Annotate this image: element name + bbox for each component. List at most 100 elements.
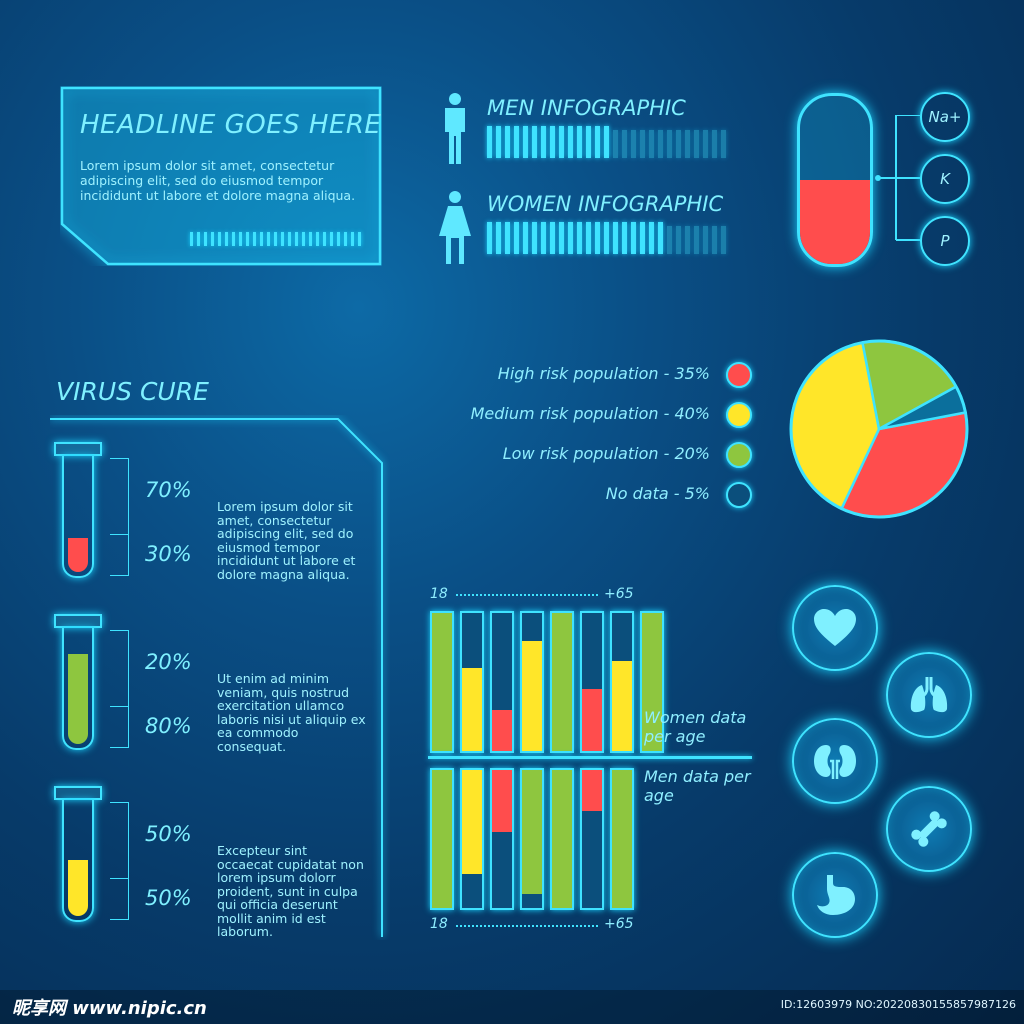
bar-tick (658, 130, 663, 158)
tube-fill (68, 538, 88, 572)
legend-text: No data - 5% (605, 484, 710, 503)
age-bar-value (432, 770, 452, 908)
legend-text: Medium risk population - 40% (470, 404, 710, 423)
tube-bracket-mid (110, 534, 128, 535)
headline-tick (351, 232, 354, 246)
pill (797, 93, 873, 267)
tube-bottom-percent: 50% (145, 886, 192, 910)
tube-bracket (110, 630, 129, 748)
pill-connector (875, 115, 920, 241)
legend-dot (726, 402, 752, 428)
bone-icon (886, 786, 972, 872)
tube-description: Ut enim ad minim veniam, quis nostrud ex… (217, 671, 366, 754)
axis-line-bottom (456, 925, 598, 927)
bar-tick (667, 226, 672, 254)
bar-tick (550, 126, 555, 158)
bar-tick (532, 222, 537, 254)
headline-box (60, 86, 382, 266)
age-bar-value (552, 613, 572, 751)
age-bar (460, 768, 484, 910)
headline-tick (190, 232, 193, 246)
headline-ticks (190, 232, 361, 246)
women-title: WOMEN INFOGRAPHIC (487, 192, 724, 216)
headline-tick (274, 232, 277, 246)
bar-tick (640, 222, 645, 254)
tube-cap (54, 786, 102, 800)
legend-dot (726, 482, 752, 508)
pill-label-p: P (920, 216, 970, 266)
tube-bottom-percent: 80% (145, 714, 192, 738)
bar-tick (559, 222, 564, 254)
bar-tick (703, 130, 708, 158)
headline-tick (344, 232, 347, 246)
bar-tick (577, 222, 582, 254)
kidneys-icon (792, 718, 878, 804)
pill-label-k: K (920, 154, 970, 204)
age-bar-value (522, 640, 542, 751)
bar-tick (685, 226, 690, 254)
bar-tick (667, 130, 672, 158)
chart-divider (428, 756, 752, 759)
bar-tick (622, 130, 627, 158)
headline-tick (197, 232, 200, 246)
legend-dot (726, 362, 752, 388)
bar-tick (532, 126, 537, 158)
headline-tick (288, 232, 291, 246)
headline-tick (302, 232, 305, 246)
age-bar-value (522, 770, 542, 895)
test-tube (62, 456, 94, 578)
headline-body: Lorem ipsum dolor sit amet, consectetur … (80, 158, 356, 203)
stomach-icon (792, 852, 878, 938)
age-bar-value (492, 770, 512, 833)
bar-tick (595, 222, 600, 254)
age-bar (520, 611, 544, 753)
bar-tick (559, 126, 564, 158)
tube-bracket-mid (110, 878, 128, 879)
age-bar-value (642, 613, 662, 751)
man-icon (445, 93, 465, 164)
age-bar-value (612, 661, 632, 751)
legend-text: High risk population - 35% (497, 364, 710, 383)
headline-tick (218, 232, 221, 246)
bar-tick (496, 126, 501, 158)
axis-end-bottom: +65 (604, 916, 634, 932)
women-data-label: Women data per age (644, 708, 747, 746)
bar-tick (694, 226, 699, 254)
pie-outline (789, 339, 969, 519)
age-bar-value (582, 688, 602, 751)
bar-tick (577, 126, 582, 158)
age-bar-value (462, 668, 482, 751)
watermark-site: 昵享网 www.nipic.cn (12, 998, 207, 1019)
bar-tick (595, 126, 600, 158)
age-bar (520, 768, 544, 910)
tube-fill (68, 654, 88, 744)
bar-tick (523, 222, 528, 254)
headline-tick (309, 232, 312, 246)
age-bar (580, 768, 604, 910)
men-bar (487, 126, 726, 158)
bar-tick (694, 130, 699, 158)
tube-fill (68, 860, 88, 916)
bar-tick (613, 222, 618, 254)
tube-bracket (110, 458, 129, 576)
pill-fill (800, 180, 870, 264)
age-bar (640, 611, 664, 753)
tube-cap (54, 442, 102, 456)
bar-tick (604, 126, 609, 158)
headline-tick (225, 232, 228, 246)
tube-top-percent: 70% (145, 478, 192, 502)
bar-tick (514, 126, 519, 158)
bar-tick (649, 130, 654, 158)
age-bar-value (582, 770, 602, 812)
headline-tick (281, 232, 284, 246)
bar-tick (505, 126, 510, 158)
axis-end-top: +65 (604, 586, 634, 602)
headline-tick (246, 232, 249, 246)
age-bar-value (492, 709, 512, 751)
tube-top-percent: 50% (145, 822, 192, 846)
headline-tick (267, 232, 270, 246)
headline-title: HEADLINE GOES HERE (80, 110, 382, 140)
axis-start-bottom: 18 (430, 916, 448, 932)
bar-tick (496, 222, 501, 254)
bar-tick (514, 222, 519, 254)
